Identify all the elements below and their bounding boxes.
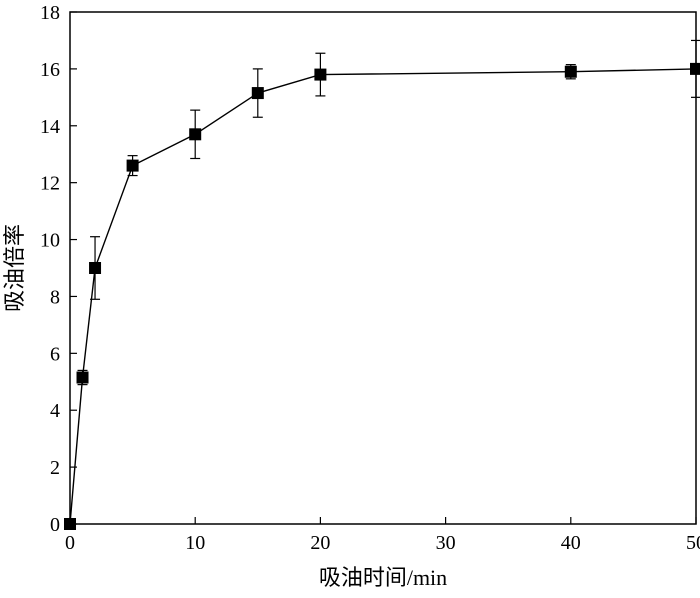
x-tick-label: 30 [436,532,456,554]
x-tick-label: 0 [65,532,75,554]
data-point-marker [64,518,76,530]
plot-frame [69,11,697,525]
x-tick-label: 20 [310,532,330,554]
data-point-marker [76,371,89,384]
y-tick-label: 8 [50,286,60,308]
x-axis-title: 吸油时间/min [319,565,447,590]
data-point-marker [89,262,102,274]
data-point-marker [314,68,327,81]
data-point-marker [564,65,577,78]
y-axis-title: 吸油倍率 [2,224,27,312]
data-point-marker [690,62,700,75]
series-line [69,68,697,525]
y-tick-label: 18 [40,2,60,24]
y-tick-label: 14 [40,116,60,138]
y-tick-label: 4 [50,400,60,422]
ticks-layer: 0 10 20 30 40 50 0 2 4 6 8 10 12 14 16 18 [40,2,700,554]
y-tick-label: 0 [50,514,60,536]
y-tick-label: 10 [40,230,60,252]
x-tick-label: 40 [561,532,581,554]
data-point-marker [251,87,264,100]
x-tick-label: 10 [185,532,205,554]
y-tick-label: 2 [50,457,60,479]
x-tick-label: 50 [686,532,700,554]
y-tick-label: 6 [50,343,60,365]
y-tick-label: 16 [40,59,60,81]
y-tick-label: 12 [40,173,60,195]
data-point-marker [189,128,202,141]
data-point-marker [126,159,139,172]
series-layer [64,39,700,530]
